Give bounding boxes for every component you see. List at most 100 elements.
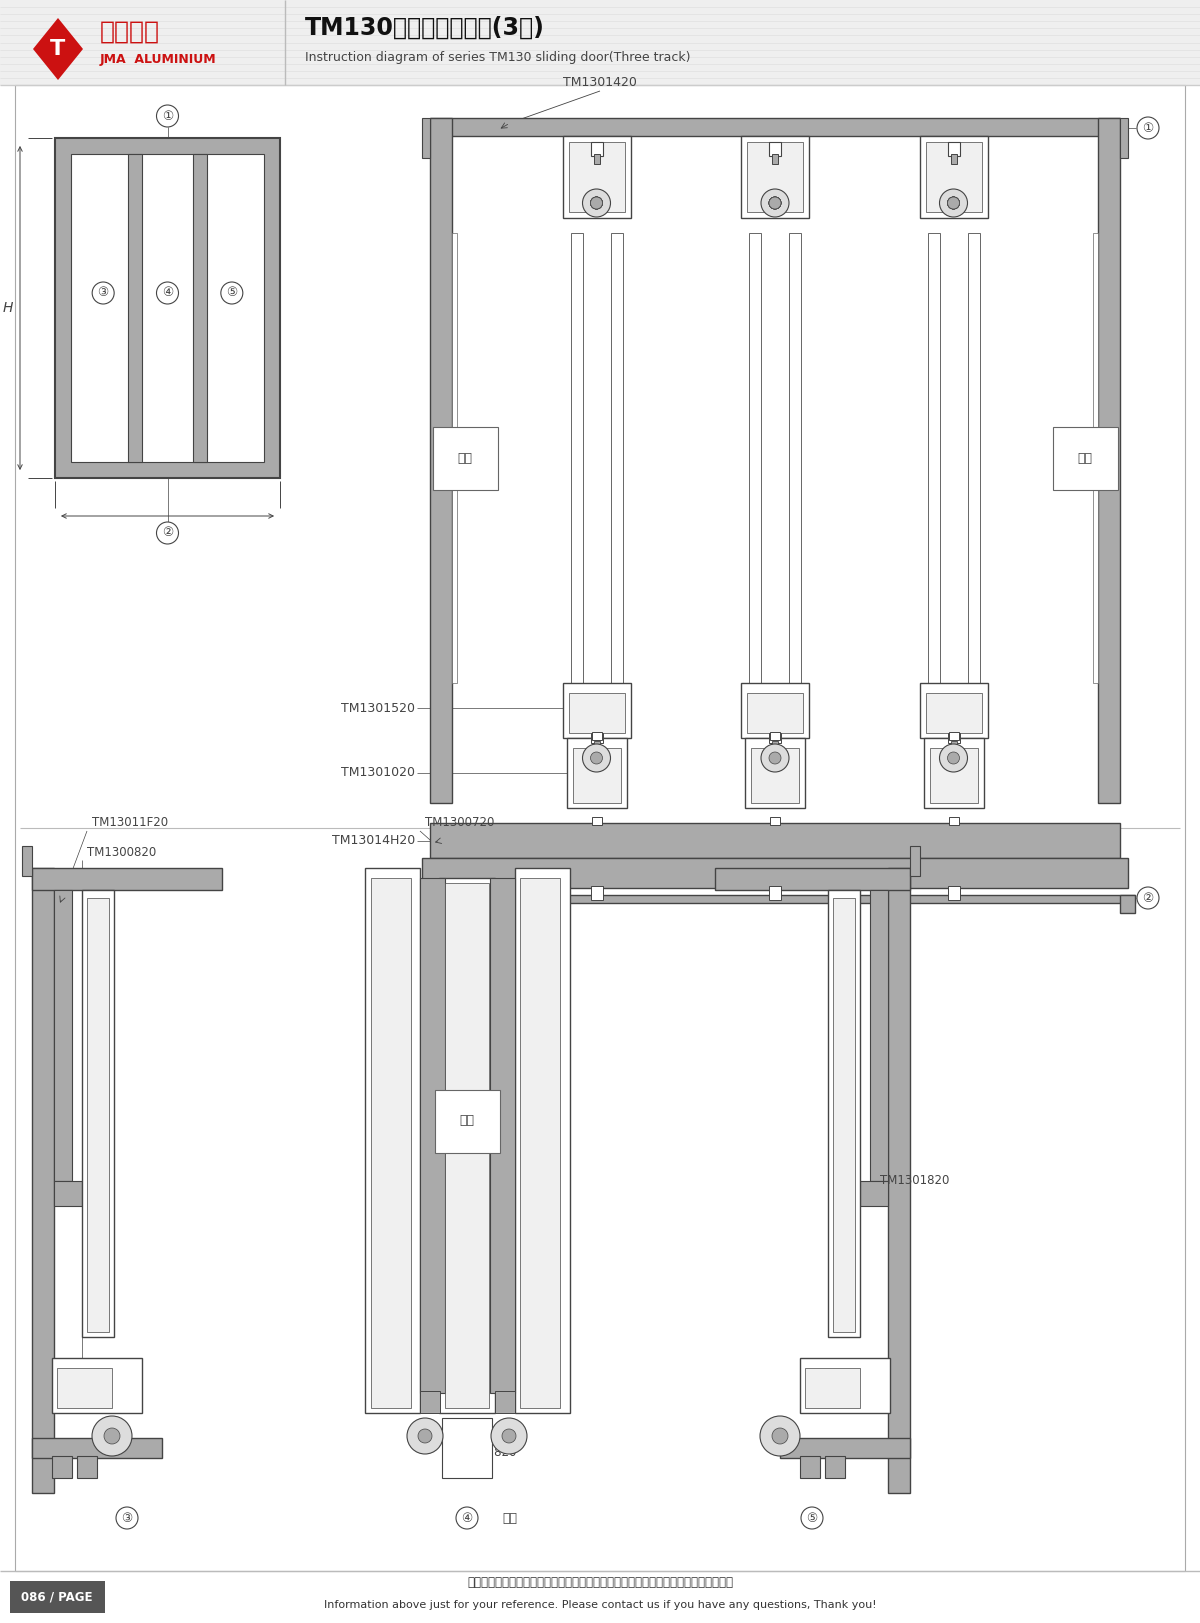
Bar (770, 732, 780, 740)
Bar (828, 889, 860, 1337)
Bar (772, 154, 778, 164)
Circle shape (582, 743, 611, 773)
Bar (22, 846, 32, 876)
Circle shape (156, 282, 179, 304)
Bar (745, 738, 805, 808)
Bar (128, 154, 143, 463)
Text: TM1301820: TM1301820 (446, 1446, 516, 1459)
Circle shape (590, 196, 602, 209)
Bar (10, 1581, 106, 1613)
Bar (365, 868, 420, 1414)
Bar (592, 816, 601, 824)
Bar (1098, 118, 1120, 803)
Text: TM1301520: TM1301520 (341, 701, 415, 714)
Text: ④: ④ (461, 1511, 473, 1524)
Bar (54, 1182, 82, 1206)
Circle shape (590, 751, 602, 764)
Bar (826, 1456, 845, 1479)
Bar (948, 734, 960, 743)
Text: ①: ① (162, 109, 173, 122)
Circle shape (769, 196, 781, 209)
Bar (948, 886, 960, 901)
Bar (910, 846, 920, 876)
Bar (1120, 118, 1128, 157)
Text: 室内: 室内 (460, 1115, 474, 1128)
Circle shape (772, 1428, 788, 1444)
Circle shape (948, 196, 960, 209)
Text: 室内: 室内 (457, 451, 473, 464)
Bar (430, 118, 1120, 136)
Bar (860, 1182, 888, 1206)
Circle shape (116, 1508, 138, 1529)
Text: ⑤: ⑤ (227, 287, 238, 300)
Bar (751, 748, 799, 803)
Bar (1120, 894, 1135, 914)
Circle shape (769, 751, 781, 764)
Circle shape (1138, 888, 1159, 909)
Bar (430, 823, 1120, 859)
Bar (611, 234, 623, 683)
Circle shape (948, 196, 960, 209)
Text: 坚美铝业: 坚美铝业 (100, 19, 160, 44)
Circle shape (769, 196, 781, 209)
Bar (77, 1456, 97, 1479)
Bar (930, 748, 978, 803)
Bar (772, 742, 778, 748)
Circle shape (590, 196, 602, 209)
Text: TM1300820: TM1300820 (88, 847, 156, 860)
Text: TM1301420: TM1301420 (563, 76, 637, 89)
Bar (496, 1391, 515, 1414)
Bar (563, 136, 630, 217)
Circle shape (582, 188, 611, 217)
Bar (950, 742, 956, 748)
Text: Information above just for your reference. Please contact us if you have any que: Information above just for your referenc… (324, 1600, 876, 1610)
Circle shape (769, 196, 781, 209)
Bar (590, 734, 602, 743)
Circle shape (502, 1428, 516, 1443)
Bar (569, 141, 624, 213)
Circle shape (92, 1415, 132, 1456)
Bar (422, 118, 430, 157)
Bar (82, 889, 114, 1337)
Text: TM1300720: TM1300720 (425, 816, 494, 829)
Circle shape (761, 188, 790, 217)
Bar (32, 868, 222, 889)
Circle shape (418, 1428, 432, 1443)
Bar (490, 878, 515, 1393)
Bar (569, 693, 624, 734)
Text: JMA  ALUMINIUM: JMA ALUMINIUM (100, 54, 217, 67)
Circle shape (948, 196, 960, 209)
Bar (948, 816, 959, 824)
Bar (430, 118, 452, 803)
Bar (0, 0, 1200, 84)
Bar (193, 154, 206, 463)
Bar (570, 234, 582, 683)
Circle shape (948, 196, 960, 209)
Bar (55, 138, 280, 479)
Bar (592, 732, 601, 740)
Bar (572, 748, 620, 803)
Bar (439, 878, 496, 1414)
Text: ⑤: ⑤ (806, 1511, 817, 1524)
Bar (715, 868, 910, 889)
Bar (742, 136, 809, 217)
Bar (32, 868, 54, 1493)
Bar (950, 154, 956, 164)
Circle shape (590, 196, 602, 209)
Bar (415, 894, 1135, 902)
Polygon shape (34, 18, 83, 80)
Text: H: H (2, 300, 13, 315)
Bar (742, 683, 809, 738)
Text: W: W (161, 523, 174, 537)
Bar (888, 868, 910, 1493)
Bar (780, 1438, 910, 1457)
Circle shape (948, 196, 960, 209)
Circle shape (761, 743, 790, 773)
Bar (925, 141, 982, 213)
Circle shape (1138, 117, 1159, 140)
Bar (594, 742, 600, 748)
Circle shape (948, 196, 960, 209)
Circle shape (948, 751, 960, 764)
Text: TM13014H20: TM13014H20 (331, 834, 415, 847)
Text: 室外: 室外 (502, 1511, 517, 1524)
